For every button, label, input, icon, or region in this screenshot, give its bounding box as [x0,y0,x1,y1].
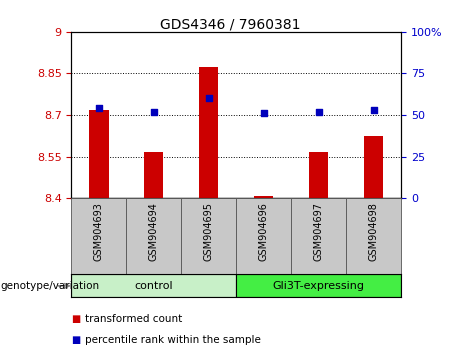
Text: GSM904695: GSM904695 [204,202,214,261]
Bar [199,67,219,198]
Bar [346,198,401,274]
Text: control: control [135,281,173,291]
Text: Gli3T-expressing: Gli3T-expressing [272,281,365,291]
Bar [126,198,181,274]
Text: GSM904697: GSM904697 [313,202,324,261]
Text: genotype/variation: genotype/variation [0,281,99,291]
Bar [254,196,273,198]
Text: GSM904698: GSM904698 [369,202,378,261]
Bar [309,153,328,198]
Bar [71,274,236,297]
Text: GDS4346 / 7960381: GDS4346 / 7960381 [160,18,301,32]
Bar [236,274,401,297]
Bar [181,198,236,274]
Text: GSM904696: GSM904696 [259,202,269,261]
Bar [89,109,108,198]
Point [95,105,103,111]
Text: transformed count: transformed count [85,314,183,324]
Bar [71,198,126,274]
Point [205,96,213,101]
Point [315,109,322,115]
Text: ■: ■ [71,335,81,345]
Text: percentile rank within the sample: percentile rank within the sample [85,335,261,345]
Text: GSM904693: GSM904693 [94,202,104,261]
Bar [291,198,346,274]
Point [370,107,377,113]
Point [150,109,158,115]
Point [260,110,267,116]
Text: GSM904694: GSM904694 [149,202,159,261]
Text: ■: ■ [71,314,81,324]
Bar [364,136,383,198]
Bar [144,153,164,198]
Bar [236,198,291,274]
